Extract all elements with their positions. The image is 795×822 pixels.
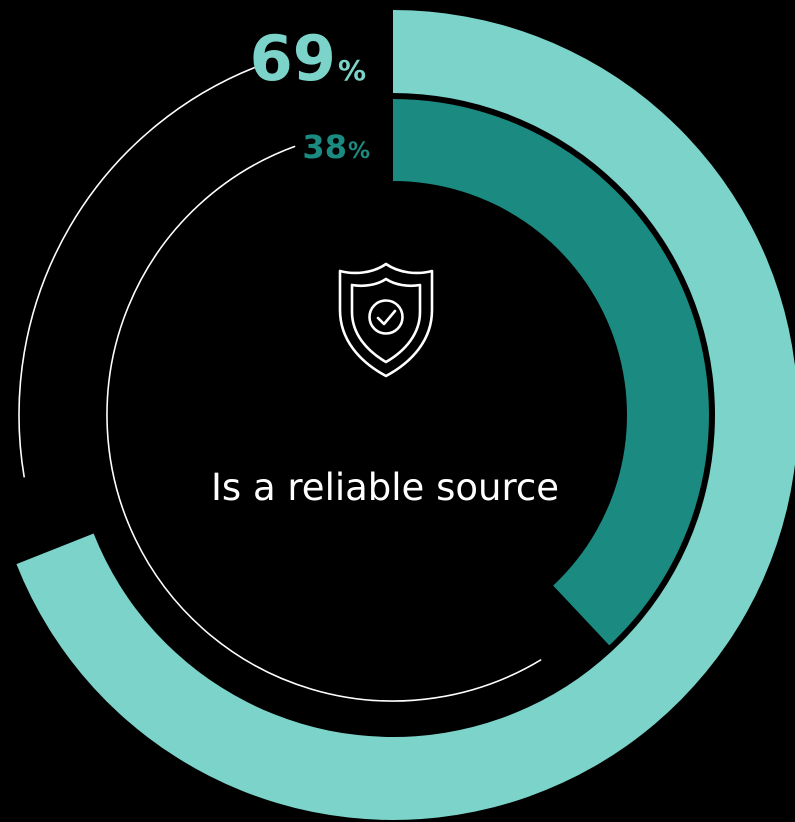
outer-value-label: 69% (250, 22, 366, 95)
outer-value-number: 69 (250, 22, 336, 95)
outer-value-unit: % (338, 54, 366, 87)
inner-value-label: 38% (302, 128, 370, 166)
inner-ring-track (106, 145, 542, 702)
ring-tracks (18, 62, 542, 702)
inner-ring-bar (393, 99, 709, 646)
ring-bars (16, 10, 795, 820)
inner-value-number: 38 (302, 128, 347, 166)
outer-ring-track (18, 62, 266, 478)
center-caption: Is a reliable source (211, 466, 559, 509)
inner-value-unit: % (348, 139, 370, 164)
shield-check-icon (338, 262, 434, 378)
